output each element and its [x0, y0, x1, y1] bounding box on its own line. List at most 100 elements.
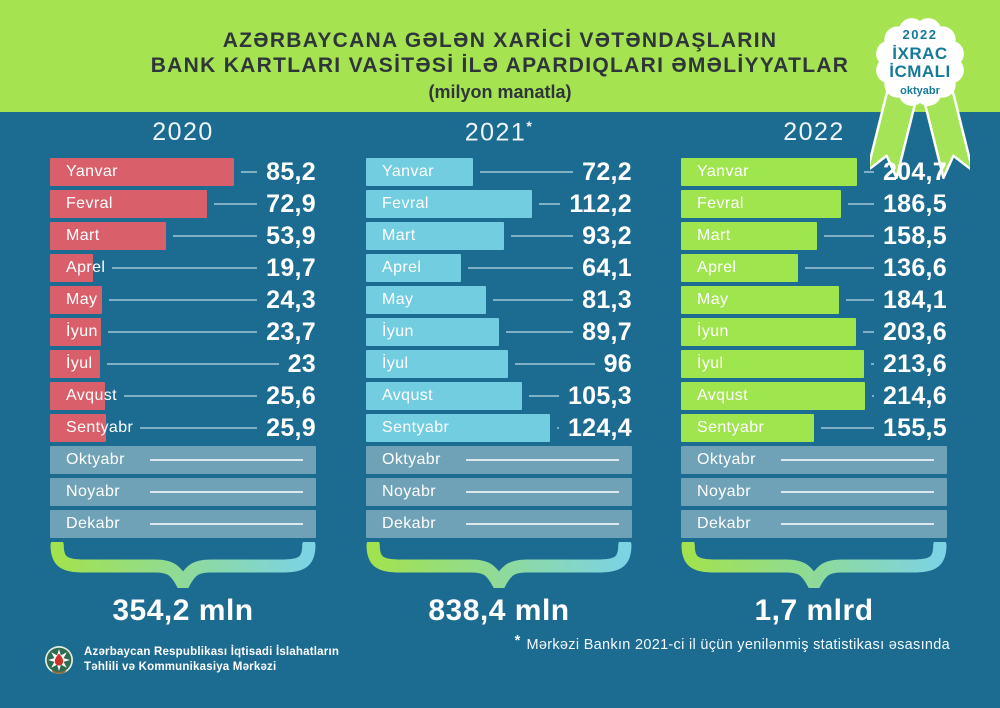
- leader-line: [824, 235, 874, 237]
- value-bar: Aprel: [681, 254, 798, 282]
- value-bar: Sentyabr: [366, 414, 550, 442]
- value-label: 81,3: [582, 285, 632, 314]
- month-label: Oktyabr: [66, 451, 125, 468]
- month-label: Sentyabr: [66, 419, 134, 436]
- leader-line: [506, 331, 574, 333]
- value-bar: Aprel: [50, 254, 105, 282]
- badge-year: 2022: [902, 27, 938, 42]
- month-label: Dekabr: [66, 515, 120, 532]
- leader-line: [173, 235, 258, 237]
- total-label: 838,4 mln: [428, 594, 570, 627]
- leader-line: [846, 299, 874, 301]
- year-title: 2020: [152, 118, 214, 146]
- chart-row: Oktyabr: [50, 446, 316, 474]
- chart-row: Noyabr: [681, 478, 947, 506]
- month-label: Avqust: [66, 387, 118, 404]
- value-label: 25,9: [266, 413, 316, 442]
- month-label: Oktyabr: [697, 451, 756, 468]
- chart-row: Avqust 214,6: [681, 382, 947, 410]
- chart-row: Fevral 112,2: [366, 190, 632, 218]
- leader-line: [872, 395, 874, 397]
- footnote-text: Mərkəzi Bankın 2021-ci il üçün yenilənmi…: [526, 637, 950, 653]
- value-bar: İyul: [366, 350, 508, 378]
- value-label: 89,7: [582, 317, 632, 346]
- month-label: İyun: [382, 323, 414, 340]
- month-label: Avqust: [382, 387, 434, 404]
- value-label: 72,2: [582, 157, 632, 186]
- brace-bracket: [50, 542, 316, 588]
- footnote: * Mərkəzi Bankın 2021-ci il üçün yenilənm…: [515, 633, 950, 653]
- leader-line: [480, 171, 574, 173]
- month-label: Yanvar: [66, 163, 118, 180]
- value-label: 93,2: [582, 221, 632, 250]
- chart-row: İyun 203,6: [681, 318, 947, 346]
- header-title-block: AZƏRBAYCANA GƏLƏN XARİCİ VƏTƏNDAŞLARIN B…: [0, 0, 1000, 103]
- leader-line: [871, 363, 874, 365]
- chart-row: Dekabr: [366, 510, 632, 538]
- total-label: 354,2 mln: [112, 594, 254, 627]
- value-label: 155,5: [882, 413, 947, 442]
- no-data-line: [781, 459, 934, 461]
- chart-row: Sentyabr 124,4: [366, 414, 632, 442]
- month-label: Fevral: [697, 195, 744, 212]
- year-column-2022: 2022 Yanvar 204,7 Fevral 186,5 Mart 158,5 Aprel…: [681, 118, 947, 628]
- badge-title-line1: İXRAC: [892, 44, 948, 63]
- value-label: 53,9: [266, 221, 316, 250]
- main-title-line1: AZƏRBAYCANA GƏLƏN XARİCİ VƏTƏNDAŞLARIN: [222, 29, 778, 52]
- leader-line: [805, 267, 874, 269]
- leader-line: [863, 331, 874, 333]
- leader-line: [511, 235, 574, 237]
- month-label: Oktyabr: [382, 451, 441, 468]
- value-bar: Sentyabr: [50, 414, 133, 442]
- value-label: 213,6: [882, 349, 947, 378]
- chart-row: Fevral 72,9: [50, 190, 316, 218]
- chart-row: Oktyabr: [681, 446, 947, 474]
- month-label: Fevral: [66, 195, 113, 212]
- chart-row: Mart 53,9: [50, 222, 316, 250]
- brace-bracket: [366, 542, 632, 588]
- value-bar: Sentyabr: [681, 414, 814, 442]
- value-bar: Fevral: [366, 190, 532, 218]
- leader-line: [529, 395, 559, 397]
- chart-row: Avqust 105,3: [366, 382, 632, 410]
- month-label: Sentyabr: [382, 419, 450, 436]
- value-label: 96: [603, 349, 632, 378]
- leader-line: [557, 427, 559, 429]
- org-name-line1: Azərbaycan Respublikası İqtisadi İslahat…: [84, 646, 340, 658]
- month-label: Yanvar: [382, 163, 434, 180]
- badge-text-block: 2022 İXRAC İCMALI oktyabr: [870, 12, 970, 112]
- month-label: May: [697, 291, 729, 308]
- leader-line: [107, 363, 279, 365]
- azerbaijan-emblem-icon: [45, 646, 73, 674]
- value-bar: Fevral: [681, 190, 841, 218]
- no-data-line: [150, 459, 303, 461]
- value-bar: İyun: [681, 318, 856, 346]
- chart-row: İyul 96: [366, 350, 632, 378]
- value-label: 112,2: [569, 189, 632, 218]
- no-data-line: [781, 491, 934, 493]
- chart-row: Noyabr: [50, 478, 316, 506]
- value-label: 124,4: [567, 413, 632, 442]
- value-label: 158,5: [882, 221, 947, 250]
- no-data-line: [466, 459, 619, 461]
- month-label: İyun: [66, 323, 98, 340]
- no-data-bar: Noyabr: [681, 478, 947, 506]
- chart-row: Aprel 19,7: [50, 254, 316, 282]
- month-label: Dekabr: [697, 515, 751, 532]
- main-subtitle: (milyon manatla): [428, 82, 572, 102]
- no-data-bar: Dekabr: [681, 510, 947, 538]
- value-label: 25,6: [266, 381, 316, 410]
- month-label: Noyabr: [382, 483, 436, 500]
- chart-row: İyul 23: [50, 350, 316, 378]
- month-label: Noyabr: [697, 483, 751, 500]
- value-label: 105,3: [567, 381, 632, 410]
- year-title: 2022: [783, 118, 845, 146]
- badge-seal-icon: [876, 18, 964, 106]
- value-bar: May: [366, 286, 486, 314]
- value-label: 85,2: [266, 157, 316, 186]
- value-bar: İyul: [50, 350, 100, 378]
- chart-row: Mart 93,2: [366, 222, 632, 250]
- year-column-2021: 2021* Yanvar 72,2 Fevral 112,2 Mart 93,2 Aprel 6…: [366, 118, 632, 628]
- chart-row: Avqust 25,6: [50, 382, 316, 410]
- chart-row: May 184,1: [681, 286, 947, 314]
